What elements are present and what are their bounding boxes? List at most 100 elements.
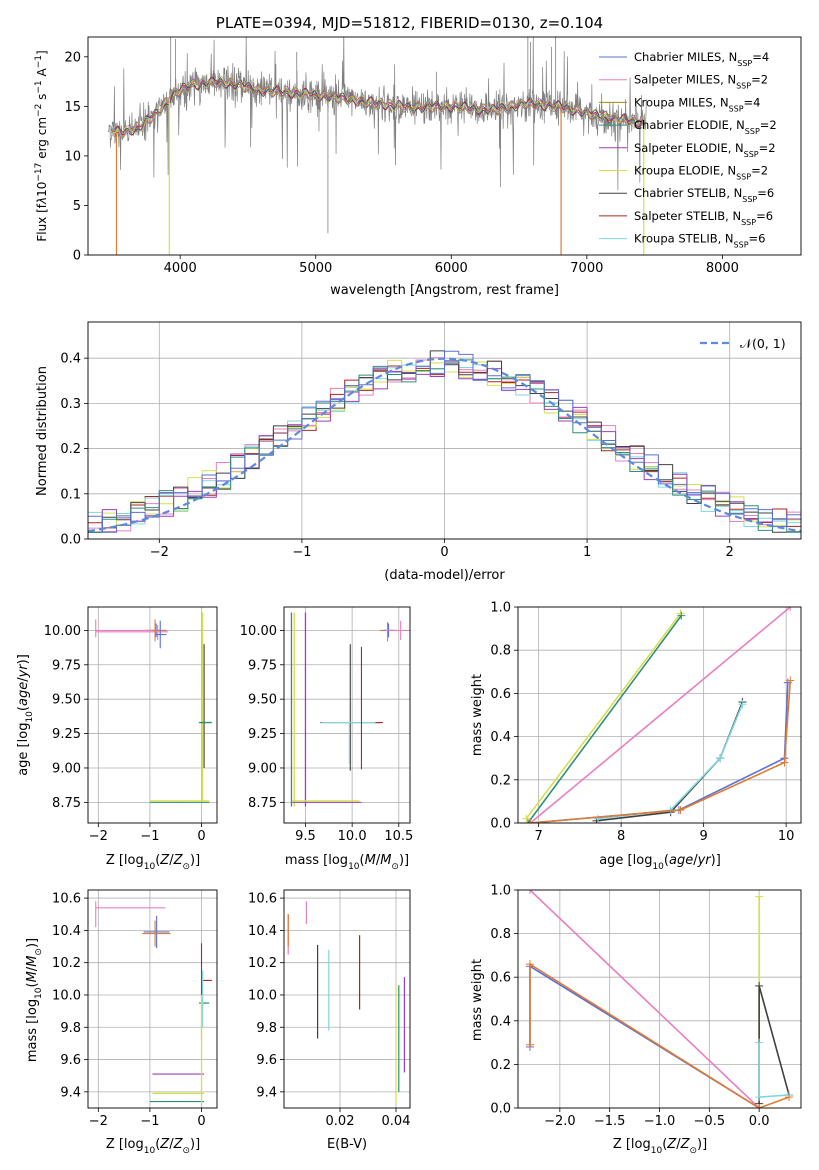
legend-entry: Chabrier ELODIE, NSSP=2 [634, 118, 777, 136]
y-tick-label: 9.75 [248, 658, 277, 673]
panel-massweight-vs-Z: −2.0 −1.5 −1.0 −0.5 0.0 0.0 0.2 0.4 0.6 0.8 1.0 [490, 884, 802, 1129]
x-tick-label: 0 [440, 545, 448, 560]
y-tick-label: 10.0 [248, 988, 277, 1003]
y-tick-label: 0.0 [490, 817, 511, 832]
y-tick-label: 10.2 [248, 956, 277, 971]
y-tick-label: 0.0 [60, 533, 81, 548]
y-tick-label: 10.00 [240, 624, 277, 639]
age-z-xlabel: Z [log10(Z/Z⊙)] [106, 853, 200, 872]
y-tick-label: 0.2 [490, 773, 511, 788]
residual-histogram [88, 350, 801, 533]
mass-weight-z-line [529, 890, 760, 1108]
y-tick-label: 0.8 [490, 927, 511, 942]
plot-area [522, 607, 795, 823]
x-tick-label: 5000 [299, 261, 332, 276]
mass-weight-age-line [530, 682, 789, 823]
x-tick-label: −2.0 [544, 1114, 576, 1129]
age-z-ylabel: age [log10(age/yr)] [16, 654, 35, 776]
x-tick-label: −0.5 [694, 1114, 726, 1129]
panel-age-vs-Z: −2 −1 0 8.75 9.00 9.25 9.50 9.75 10.00 [44, 606, 218, 844]
y-tick-label: 0.0 [490, 1102, 511, 1117]
plot-area [95, 901, 212, 1104]
x-tick-label: 7000 [570, 261, 603, 276]
x-tick-label: 0 [197, 1114, 205, 1129]
x-tick-label: −1 [292, 545, 311, 560]
model-spectrum-line [110, 77, 644, 139]
legend-entry: Salpeter MILES, NSSP=2 [634, 73, 768, 91]
y-tick-label: 9.00 [52, 761, 81, 776]
y-tick-label: 10.6 [248, 892, 277, 907]
legend-entry: Kroupa ELODIE, NSSP=2 [634, 164, 768, 182]
axes-frame [283, 889, 411, 1109]
spectrum-xlabel: wavelength [Angstrom, rest frame] [330, 283, 559, 298]
y-tick-label: 15 [64, 100, 81, 115]
x-tick-label: 4000 [164, 261, 197, 276]
y-tick-label: 0.1 [60, 487, 81, 502]
y-tick-label: 10.4 [52, 924, 81, 939]
y-tick-label: 10.4 [248, 924, 277, 939]
legend-entry-normal: 𝒩(0, 1) [740, 336, 786, 351]
legend-entry: Salpeter STELIB, NSSP=6 [634, 209, 773, 227]
panel-mass-vs-EBV: 0.02 0.04 9.4 9.6 9.8 10.0 10.2 10.4 10.6 [248, 889, 411, 1129]
y-tick-label: 0.4 [490, 730, 511, 745]
model-spectrum-line [110, 75, 644, 136]
mw-z-ylabel: mass weight [470, 959, 485, 1041]
y-tick-label: 9.6 [256, 1053, 277, 1068]
panel-mass-vs-Z: −2 −1 0 9.4 9.6 9.8 10.0 10.2 10.4 10.6 [52, 889, 218, 1129]
x-tick-label: 0.0 [749, 1114, 770, 1129]
y-tick-label: 1.0 [490, 884, 511, 899]
y-tick-label: 10 [64, 149, 81, 164]
axes-frame [87, 36, 802, 256]
legend-entry: Chabrier MILES, NSSP=4 [634, 50, 769, 68]
mass-z-xlabel: Z [log10(Z/Z⊙)] [106, 1137, 200, 1156]
y-tick-label: 9.4 [256, 1085, 277, 1100]
mw-age-ylabel: mass weight [470, 674, 485, 756]
residuals-xlabel: (data-model)/error [384, 568, 505, 583]
plot-area [108, 37, 647, 255]
x-tick-label: 0 [197, 829, 205, 844]
mass-weight-z-line [758, 985, 790, 1104]
y-tick-label: 5 [73, 199, 81, 214]
age-mass-xlabel: mass [log10(M/M⊙)] [285, 853, 409, 872]
y-tick-label: 0.3 [60, 397, 81, 412]
y-tick-label: 9.25 [52, 727, 81, 742]
x-tick-label: −2 [150, 545, 169, 560]
x-tick-label: −1 [140, 1114, 159, 1129]
mass-weight-age-line [527, 615, 683, 823]
x-tick-label: −1.0 [644, 1114, 676, 1129]
panel-age-vs-mass: 9.5 10.0 10.5 8.75 9.00 9.25 9.50 9.75 10.00 [240, 606, 413, 844]
y-tick-label: 0.2 [490, 1058, 511, 1073]
x-tick-label: −2 [89, 829, 108, 844]
y-tick-label: 0.6 [490, 971, 511, 986]
y-tick-label: 8.75 [52, 796, 81, 811]
y-tick-label: 0 [73, 249, 81, 264]
spectrum-ylabel: Flux [fλ10−17 erg cm−2 s−1 A−1] [34, 50, 49, 241]
model-spectrum-line [110, 76, 644, 135]
mass-weight-z-line [758, 1042, 790, 1098]
y-tick-label: 9.8 [256, 1021, 277, 1036]
x-tick-label: 10.5 [384, 829, 413, 844]
y-tick-label: 9.6 [60, 1053, 81, 1068]
panel-residuals: −2 −1 0 1 2 0.0 0.1 0.2 0.3 0.4 [60, 321, 802, 560]
mass-weight-age-line [525, 612, 682, 820]
mass-weight-age-line [597, 703, 744, 820]
y-tick-label: 1.0 [490, 601, 511, 616]
x-tick-label: −1 [140, 829, 159, 844]
y-tick-label: 10.00 [44, 624, 81, 639]
axes-frame [517, 606, 802, 824]
y-tick-label: 10.0 [52, 988, 81, 1003]
mw-z-xlabel: Z [log10(Z/Z⊙)] [613, 1137, 707, 1156]
y-tick-label: 10.6 [52, 892, 81, 907]
model-spectrum-line [110, 77, 644, 139]
axes-frame [87, 321, 802, 540]
legend-entry: Chabrier STELIB, NSSP=6 [634, 186, 774, 204]
x-tick-label: 9 [700, 829, 708, 844]
normal-reference-curve [88, 357, 801, 533]
x-tick-label: 2 [726, 545, 734, 560]
y-tick-label: 0.2 [60, 442, 81, 457]
mass-z-ylabel: mass [log10(M/M⊙)] [25, 938, 44, 1062]
y-tick-label: 10.2 [52, 956, 81, 971]
plot-area [95, 612, 212, 803]
mass-weight-z-line [529, 963, 790, 1108]
y-tick-label: 0.4 [490, 1014, 511, 1029]
